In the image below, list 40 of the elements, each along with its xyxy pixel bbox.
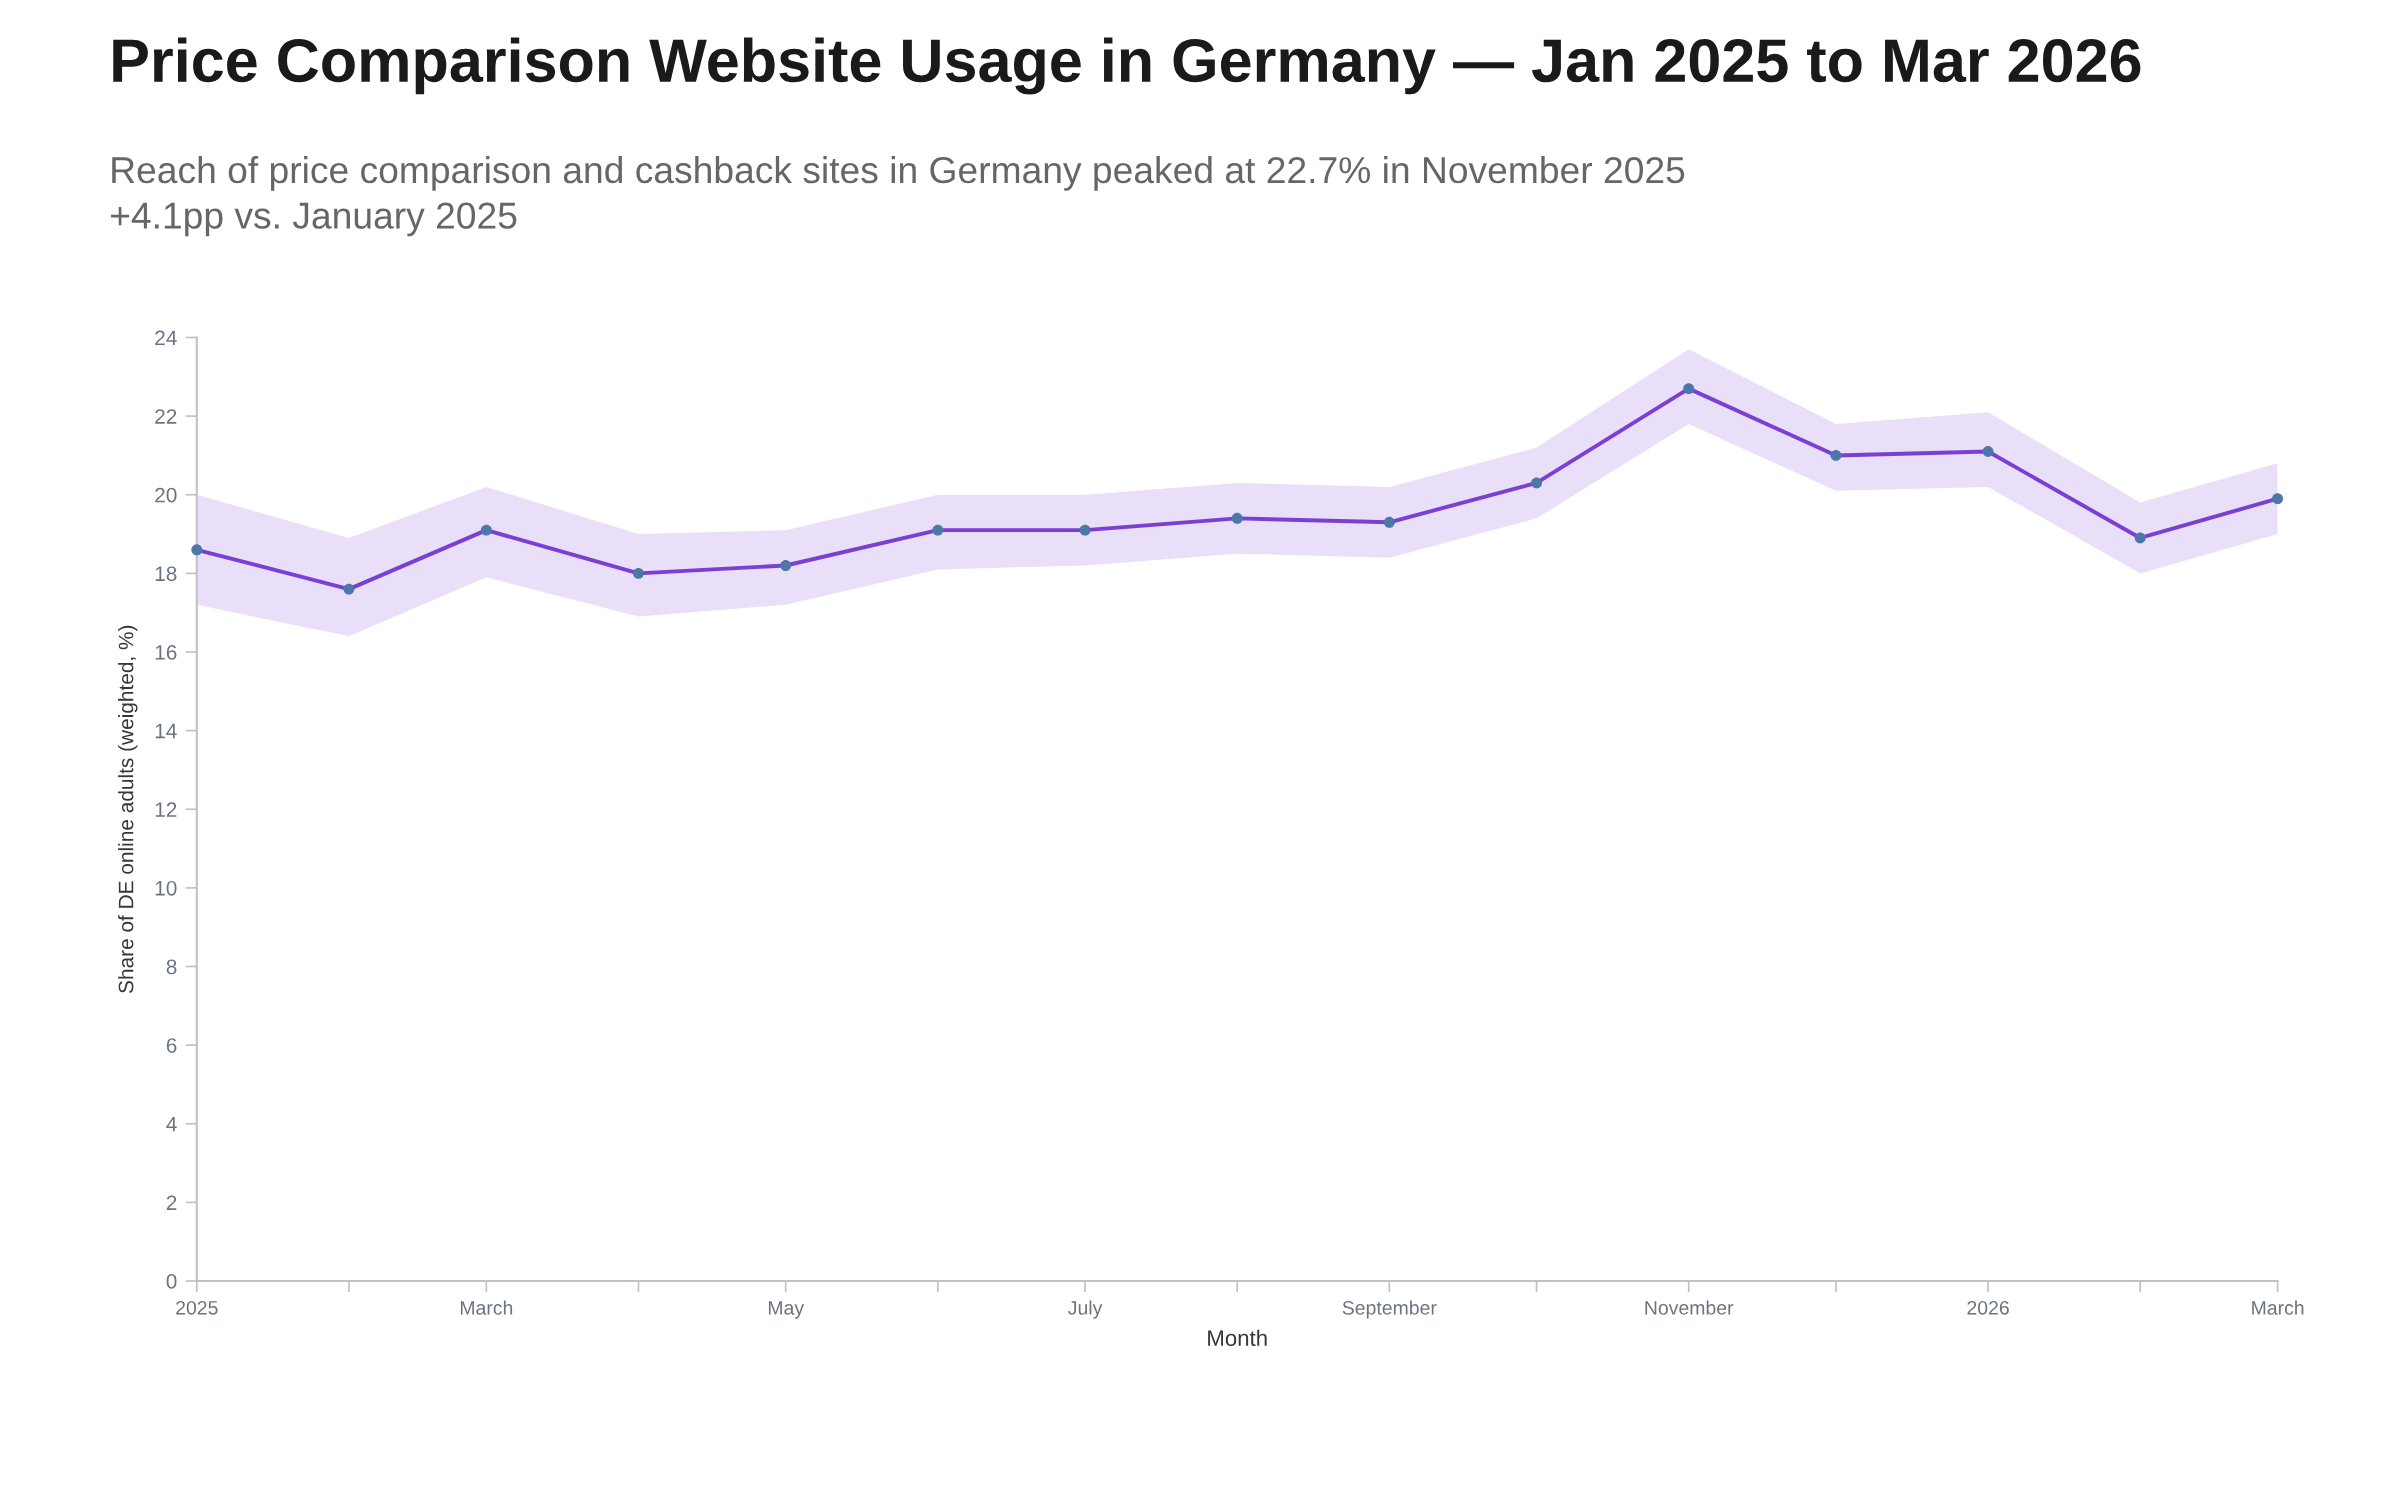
y-axis-title: Share of DE online adults (weighted, %) xyxy=(118,625,138,993)
point xyxy=(343,583,355,595)
x-axis-title: Month xyxy=(1208,1329,1267,1346)
point xyxy=(2272,493,2284,505)
point xyxy=(780,560,792,571)
y-tick-label: 22 xyxy=(155,409,177,424)
x-tick-label: July xyxy=(1068,1300,1103,1319)
point xyxy=(1683,383,1695,395)
x-tick-label: September xyxy=(1342,1300,1437,1319)
y-tick-label: 8 xyxy=(166,959,177,975)
y-tick-label: 12 xyxy=(155,802,177,817)
point xyxy=(1079,524,1091,536)
point xyxy=(633,567,644,579)
y-tick-label: 4 xyxy=(166,1116,177,1132)
y-tick-label: 2 xyxy=(166,1195,177,1210)
y-tick-label: 10 xyxy=(155,880,177,896)
point xyxy=(932,524,944,536)
chart-title: Price Comparison Website Usage in Germany — Jan 2025 to Mar 2026 xyxy=(113,37,2141,95)
point xyxy=(1531,477,1543,489)
y-tick-label: 14 xyxy=(155,723,177,739)
point xyxy=(1982,446,1994,457)
chart-subtitle: Reach of price comparison and cashback sites in Germany peaked at 22.7% in November 2025 +4.1pp vs. January 2025 xyxy=(111,156,1685,237)
x-tick-label: May xyxy=(768,1301,805,1319)
point xyxy=(480,524,492,536)
y-tick-label: 24 xyxy=(155,330,177,346)
point xyxy=(1830,449,1842,461)
point xyxy=(1231,512,1243,524)
x-tick-label: November xyxy=(1645,1300,1734,1315)
point xyxy=(2134,532,2146,544)
x-tick-label: March xyxy=(2252,1300,2304,1315)
y-tick-label: 0 xyxy=(166,1274,177,1289)
y-tick-label: 18 xyxy=(155,566,177,582)
point xyxy=(191,544,203,556)
y-tick-label: 16 xyxy=(155,645,177,660)
x-tick-label: 2026 xyxy=(1967,1300,2009,1315)
y-tick-label: 6 xyxy=(166,1038,177,1053)
point xyxy=(1383,516,1395,528)
x-tick-label: 2025 xyxy=(176,1300,218,1315)
x-tick-label: March xyxy=(460,1300,513,1315)
y-tick-label: 20 xyxy=(155,487,177,503)
